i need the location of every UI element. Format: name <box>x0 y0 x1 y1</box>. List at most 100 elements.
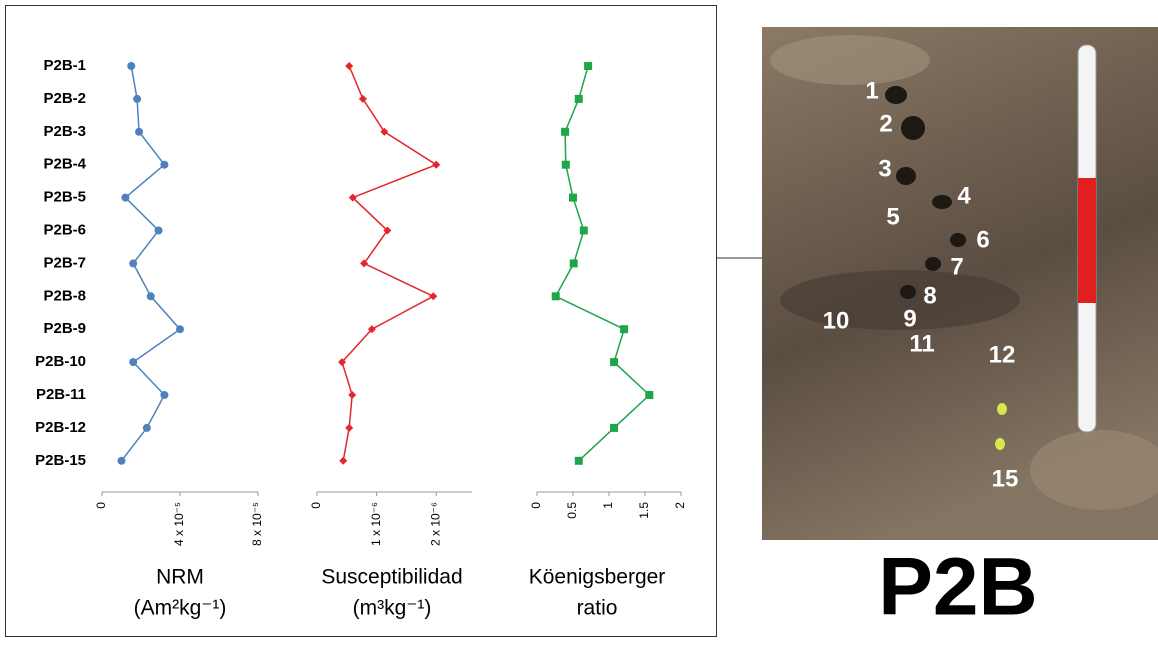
marker <box>133 94 142 103</box>
marker <box>574 94 583 103</box>
category-label: P2B-4 <box>43 156 86 173</box>
x-tick-label: 1 x 10⁻⁶ <box>369 502 383 546</box>
hole <box>896 167 916 185</box>
marker <box>610 423 619 432</box>
category-label: P2B-9 <box>43 320 86 337</box>
marker <box>360 259 369 268</box>
marker <box>432 160 441 169</box>
marker <box>584 62 593 70</box>
marker <box>569 193 577 202</box>
marker <box>574 456 583 465</box>
marker <box>383 226 392 235</box>
x-tick-label: 1.5 <box>637 502 651 519</box>
axis-title: ratio <box>577 597 618 620</box>
marker <box>127 62 136 70</box>
marker <box>348 391 357 399</box>
ruler-band <box>1078 178 1096 303</box>
category-label: P2B-12 <box>35 419 86 436</box>
x-tick-label: 2 <box>673 502 687 509</box>
photo-label: 2 <box>879 110 892 137</box>
axis-title: NRM <box>156 566 204 589</box>
axis-title: (Am²kg⁻¹) <box>134 597 227 620</box>
x-tick-label: 0.5 <box>565 502 579 519</box>
axis-title: (m³kg⁻¹) <box>353 597 432 620</box>
photo-title: P2B <box>878 542 1038 633</box>
marker <box>358 94 367 103</box>
category-label: P2B-11 <box>36 386 86 403</box>
hole <box>932 195 952 209</box>
marker <box>129 259 138 268</box>
hole <box>885 86 907 104</box>
marker <box>142 423 151 432</box>
hole <box>901 116 925 140</box>
photo-label: 11 <box>909 330 934 357</box>
hole <box>950 233 966 247</box>
category-label: P2B-5 <box>43 189 86 206</box>
axis-title: Köenigsberger <box>529 566 666 589</box>
marker <box>561 160 570 169</box>
marker <box>146 292 155 301</box>
sample-marker <box>997 403 1007 415</box>
marker <box>338 358 347 367</box>
marker <box>561 127 570 136</box>
marker <box>610 358 619 367</box>
x-tick-label: 4 x 10⁻⁵ <box>172 502 186 546</box>
category-label: P2B-2 <box>43 90 86 107</box>
x-tick-label: 0 <box>529 502 543 509</box>
marker <box>121 193 130 202</box>
category-label: P2B-15 <box>35 452 86 469</box>
hole <box>900 285 916 299</box>
marker <box>160 160 169 169</box>
marker <box>345 62 354 70</box>
marker <box>129 358 138 367</box>
chart-frame <box>5 5 717 637</box>
marker <box>345 423 354 432</box>
hole <box>925 257 941 271</box>
axis-title: Susceptibilidad <box>321 566 462 589</box>
photo-texture <box>1030 430 1158 510</box>
category-label: P2B-6 <box>43 221 86 238</box>
photo-label: 9 <box>903 305 916 332</box>
sample-marker <box>995 438 1005 450</box>
x-tick-label: 2 x 10⁻⁶ <box>428 502 442 546</box>
marker <box>348 193 357 202</box>
photo-label: 15 <box>992 465 1019 492</box>
marker <box>339 456 348 465</box>
marker <box>160 391 169 399</box>
category-label: P2B-7 <box>43 254 86 271</box>
x-tick-label: 0 <box>94 502 108 509</box>
marker <box>367 325 376 334</box>
marker <box>620 325 629 334</box>
photo-texture <box>780 270 1020 330</box>
marker <box>117 456 126 465</box>
marker <box>579 226 588 235</box>
photo-label: 10 <box>823 307 850 334</box>
x-tick-label: 0 <box>309 502 323 509</box>
category-label: P2B-10 <box>35 353 86 370</box>
x-tick-label: 1 <box>601 502 615 509</box>
marker <box>429 292 438 301</box>
marker <box>154 226 163 235</box>
photo-label: 5 <box>886 203 899 230</box>
photo-label: 1 <box>865 77 878 104</box>
marker <box>551 292 560 301</box>
category-label: P2B-8 <box>43 287 86 304</box>
photo-label: 8 <box>923 282 936 309</box>
marker <box>380 127 389 136</box>
photo-label: 12 <box>989 341 1016 368</box>
marker <box>569 259 578 268</box>
category-label: P2B-3 <box>43 123 86 140</box>
photo-label: 3 <box>878 155 891 182</box>
x-tick-label: 8 x 10⁻⁵ <box>250 502 264 546</box>
marker <box>645 391 654 399</box>
photo-texture <box>770 35 930 85</box>
photo-label: 4 <box>957 182 971 209</box>
photo-label: 6 <box>976 226 989 253</box>
photo-label: 7 <box>950 253 963 280</box>
marker <box>135 127 144 136</box>
category-label: P2B-1 <box>43 57 86 74</box>
marker <box>176 325 184 334</box>
